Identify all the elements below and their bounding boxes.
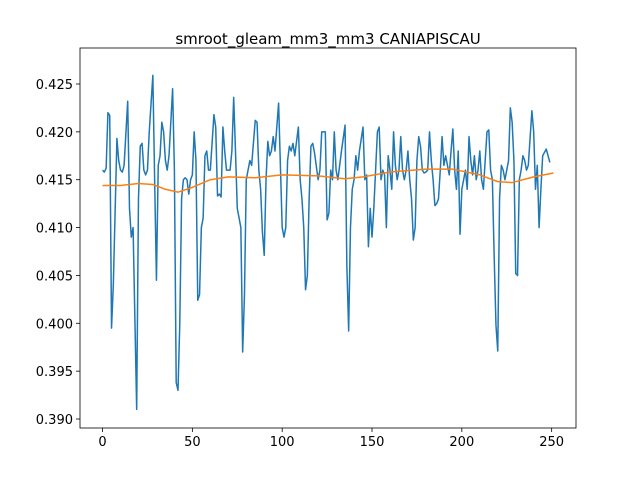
plot-frame	[79, 47, 577, 429]
x-tick-label: 0	[98, 435, 106, 450]
y-tick-label: 0.390	[36, 413, 73, 428]
x-tick-label: 150	[360, 435, 385, 450]
x-tick-label: 50	[184, 435, 201, 450]
x-tick-label: 200	[449, 435, 474, 450]
y-tick-label: 0.395	[36, 365, 73, 380]
x-tick-label: 100	[270, 435, 295, 450]
y-tick-label: 0.400	[36, 317, 73, 332]
y-tick-label: 0.410	[36, 222, 73, 237]
chart-title: smroot_gleam_mm3_mm3 CANIAPISCAU	[175, 30, 480, 49]
y-tick-label: 0.405	[36, 269, 73, 284]
data-line	[102, 74, 551, 411]
y-tick-label: 0.420	[36, 126, 73, 141]
y-tick-label: 0.415	[36, 174, 73, 189]
y-tick-label: 0.425	[36, 78, 73, 93]
x-tick-label: 250	[539, 435, 564, 450]
data-line	[102, 168, 554, 193]
